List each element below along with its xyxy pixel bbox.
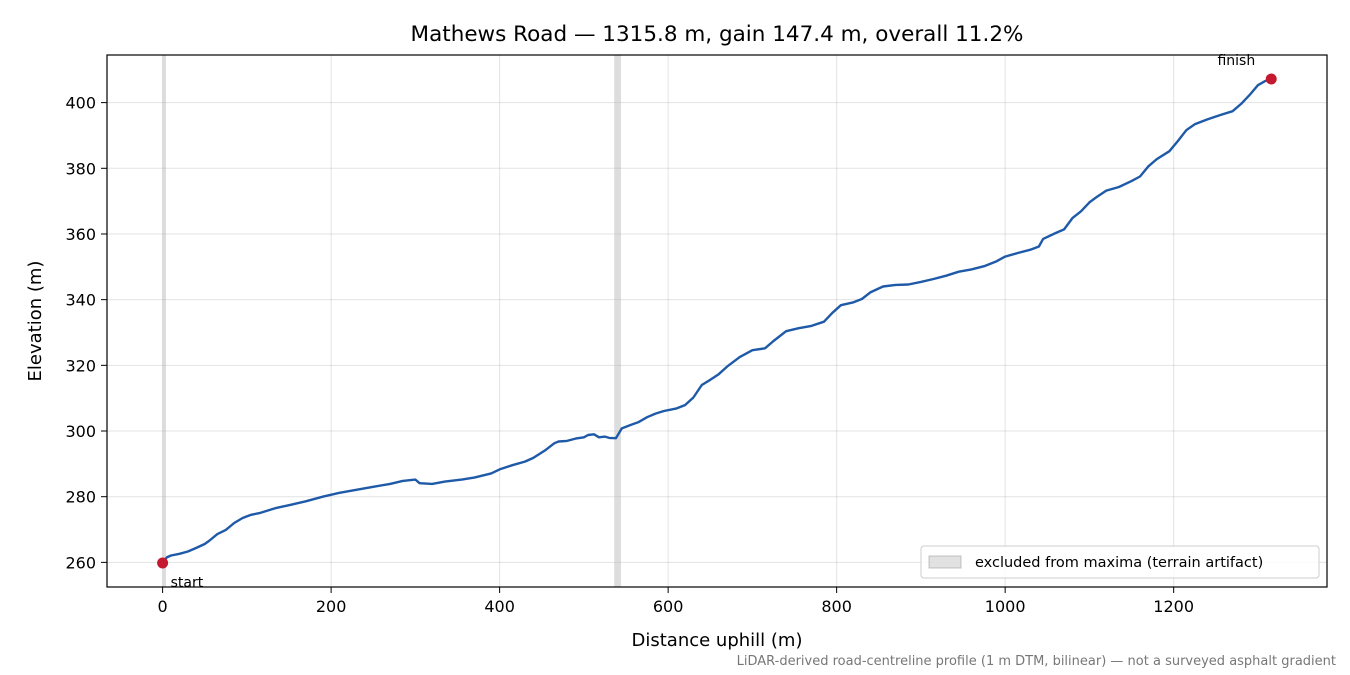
legend: excluded from maxima (terrain artifact) [920, 545, 1320, 579]
y-tick-label: 320 [65, 356, 96, 375]
chart-title: Mathews Road — 1315.8 m, gain 147.4 m, o… [411, 22, 1024, 47]
y-axis-label: Elevation (m) [25, 261, 46, 382]
x-axis-label: Distance uphill (m) [632, 630, 803, 651]
y-tick-label: 400 [65, 94, 96, 113]
excluded-band [614, 55, 621, 587]
start-marker [157, 557, 169, 569]
excluded-band [162, 55, 166, 587]
route-markers: start finish [157, 53, 1277, 591]
x-tick-label: 0 [158, 597, 168, 616]
plot-frame [106, 54, 1328, 588]
x-tick-label: 600 [653, 597, 684, 616]
y-axis-ticks: 260 280 300 320 340 360 380 400 [65, 94, 107, 572]
legend-swatch [928, 555, 962, 569]
x-tick-label: 200 [316, 597, 347, 616]
y-tick-label: 340 [65, 291, 96, 310]
y-tick-label: 380 [65, 159, 96, 178]
y-tick-label: 360 [65, 225, 96, 244]
x-tick-label: 1000 [985, 597, 1026, 616]
finish-label: finish [1217, 53, 1255, 69]
legend-box [920, 545, 1320, 579]
y-tick-label: 300 [65, 422, 96, 441]
grid-lines [107, 55, 1327, 587]
start-label: start [171, 575, 204, 591]
excluded-bands [162, 55, 621, 587]
elevation-profile-line [161, 77, 1272, 564]
finish-marker [1265, 73, 1277, 85]
x-tick-label: 1200 [1153, 597, 1194, 616]
y-tick-label: 280 [65, 488, 96, 507]
x-tick-label: 800 [821, 597, 852, 616]
y-tick-label: 260 [65, 553, 96, 572]
legend-label: excluded from maxima (terrain artifact) [975, 555, 1263, 571]
footnote: LiDAR-derived road-centreline profile (1… [737, 654, 1336, 669]
x-tick-label: 400 [484, 597, 515, 616]
x-axis-ticks: 0 200 400 600 800 1000 1200 [158, 587, 1194, 616]
